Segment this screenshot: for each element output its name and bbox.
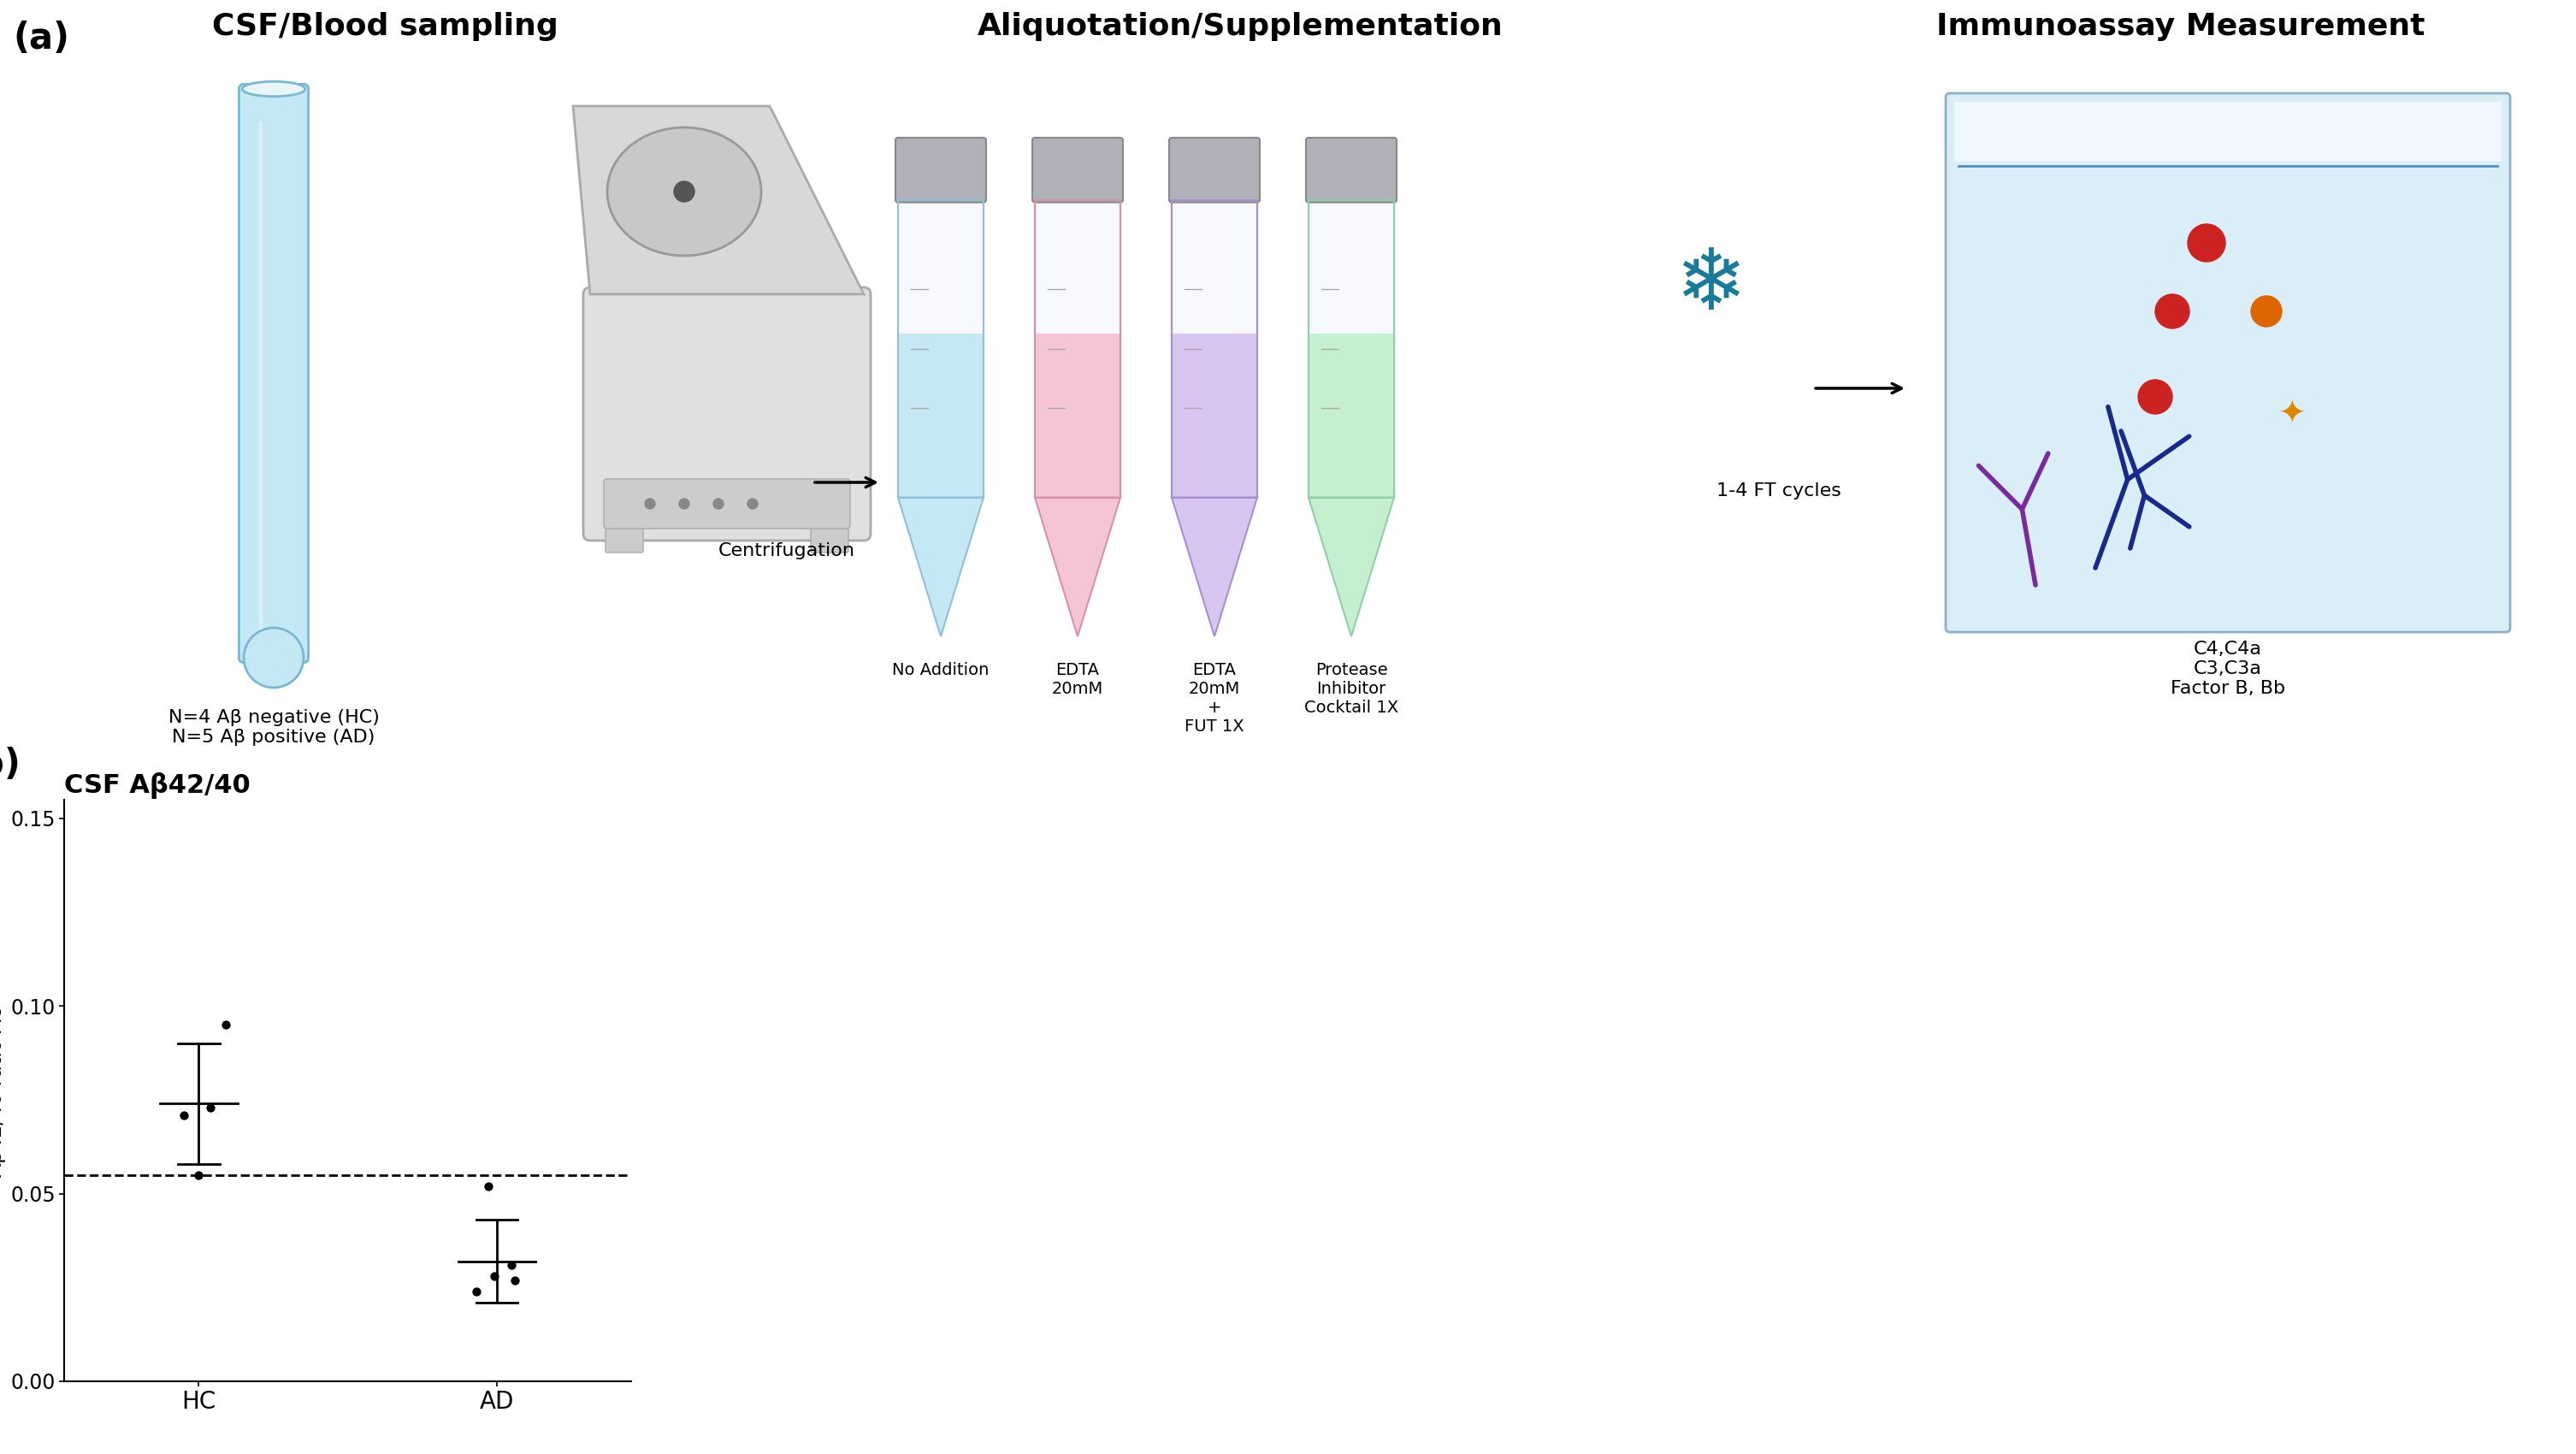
- Circle shape: [2156, 294, 2190, 329]
- Bar: [1036, 199, 1121, 497]
- Text: C4,C4a
C3,C3a
Factor B, Bb: C4,C4a C3,C3a Factor B, Bb: [2172, 641, 2285, 698]
- Point: [191, 1096, 232, 1120]
- Text: Aliquotation/Supplementation: Aliquotation/Supplementation: [976, 12, 1502, 41]
- Text: 1-4 FT cycles: 1-4 FT cycles: [1716, 483, 1842, 500]
- FancyBboxPatch shape: [1306, 138, 1396, 202]
- Text: (b): (b): [0, 746, 21, 782]
- FancyBboxPatch shape: [1172, 199, 1257, 497]
- FancyBboxPatch shape: [1033, 138, 1123, 202]
- Circle shape: [747, 499, 757, 509]
- Bar: [1309, 334, 1394, 497]
- Point: [492, 1253, 533, 1277]
- Polygon shape: [572, 106, 863, 294]
- Text: (a): (a): [13, 20, 70, 57]
- Bar: [1172, 199, 1257, 497]
- FancyBboxPatch shape: [1036, 199, 1121, 497]
- Bar: [1036, 334, 1121, 497]
- Point: [178, 1163, 219, 1186]
- FancyBboxPatch shape: [605, 528, 644, 553]
- Text: ✦: ✦: [2277, 398, 2306, 430]
- Text: EDTA
20mM
+
FUT 1X: EDTA 20mM + FUT 1X: [1185, 662, 1244, 734]
- Bar: [899, 334, 984, 497]
- Polygon shape: [1309, 497, 1394, 637]
- Ellipse shape: [245, 628, 304, 688]
- Polygon shape: [899, 497, 984, 637]
- Text: Protease
Inhibitor
Cocktail 1X: Protease Inhibitor Cocktail 1X: [1303, 662, 1399, 715]
- Circle shape: [644, 499, 654, 509]
- Text: No Addition: No Addition: [891, 662, 989, 678]
- Text: CSF/Blood sampling: CSF/Blood sampling: [211, 12, 559, 41]
- Circle shape: [2187, 224, 2226, 262]
- Point: [456, 1280, 497, 1303]
- FancyBboxPatch shape: [899, 199, 984, 497]
- Circle shape: [2138, 379, 2172, 414]
- Y-axis label: Aβ42/40 ratio AU: Aβ42/40 ratio AU: [0, 1005, 5, 1176]
- Point: [495, 1268, 536, 1291]
- FancyBboxPatch shape: [896, 138, 987, 202]
- Bar: [899, 199, 984, 497]
- Text: N=4 Aβ negative (HC)
N=5 Aβ positive (AD): N=4 Aβ negative (HC) N=5 Aβ positive (AD…: [167, 710, 379, 746]
- Polygon shape: [1172, 497, 1257, 637]
- FancyBboxPatch shape: [582, 288, 871, 541]
- FancyBboxPatch shape: [1309, 199, 1394, 497]
- Text: CSF Aβ42/40: CSF Aβ42/40: [64, 772, 250, 798]
- Text: Centrifugation: Centrifugation: [719, 542, 855, 560]
- Circle shape: [675, 182, 696, 202]
- FancyBboxPatch shape: [240, 84, 309, 663]
- FancyBboxPatch shape: [1170, 138, 1260, 202]
- Bar: [1172, 334, 1257, 497]
- FancyBboxPatch shape: [603, 478, 850, 529]
- Bar: [1309, 199, 1394, 497]
- Point: [466, 1175, 507, 1198]
- Polygon shape: [1036, 497, 1121, 637]
- Point: [474, 1265, 515, 1288]
- Bar: [1955, 102, 2501, 161]
- Point: [206, 1013, 247, 1037]
- Circle shape: [680, 499, 690, 509]
- Ellipse shape: [608, 128, 760, 256]
- FancyBboxPatch shape: [811, 528, 848, 553]
- Ellipse shape: [242, 81, 304, 96]
- Circle shape: [2251, 297, 2282, 327]
- Text: ❄: ❄: [1674, 244, 1747, 327]
- FancyBboxPatch shape: [1945, 93, 2509, 632]
- Text: EDTA
20mM: EDTA 20mM: [1051, 662, 1103, 696]
- Text: Immunoassay Measurement: Immunoassay Measurement: [1937, 12, 2424, 41]
- Point: [162, 1104, 204, 1127]
- Circle shape: [714, 499, 724, 509]
